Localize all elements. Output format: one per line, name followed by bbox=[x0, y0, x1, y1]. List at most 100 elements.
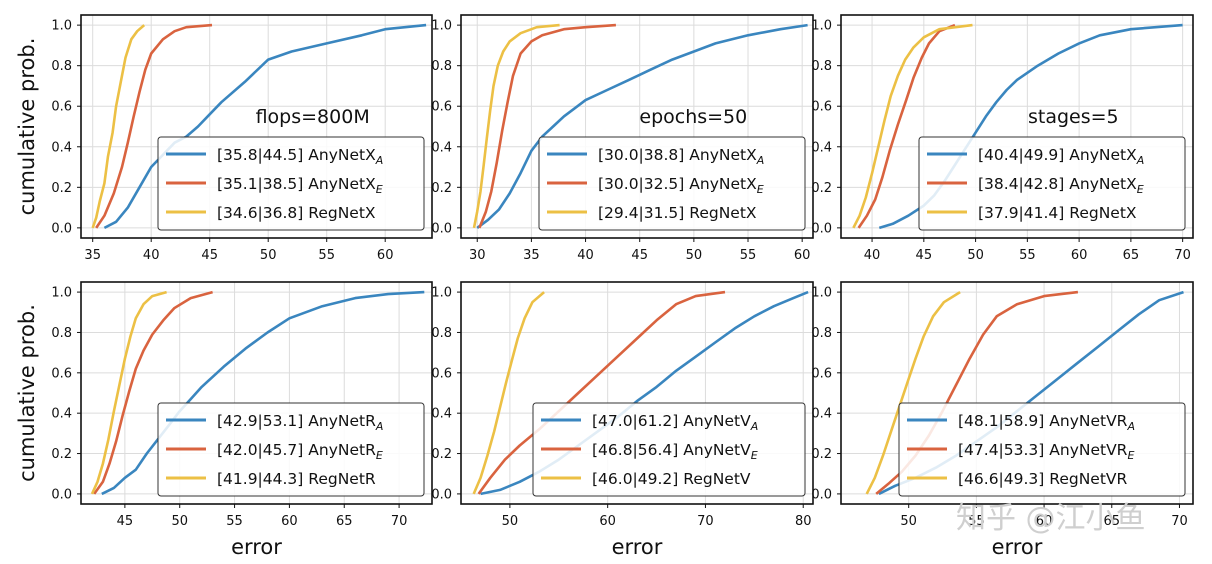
legend: [48.1|58.9] AnyNetVRA [47.4|53.3] AnyNetV… bbox=[898, 402, 1186, 497]
y-tick-label: 0.8 bbox=[811, 326, 832, 341]
series-line-anynetr-e bbox=[93, 290, 213, 495]
axes-frame bbox=[840, 14, 1194, 239]
x-tick-label: 65 bbox=[1123, 248, 1140, 263]
y-tick-label: 0.6 bbox=[431, 100, 452, 115]
panel-4: 45 50 55 60 65 70 0.0 0.2 0.4 0.6 0.8 1.0 cumulative… bbox=[15, 281, 433, 559]
x-tick-label: 30 bbox=[469, 248, 486, 263]
y-tick-label: 0.0 bbox=[51, 487, 72, 502]
series-line-regnetv bbox=[472, 291, 545, 495]
series-line-anynetx-a bbox=[476, 23, 808, 229]
panel-annotation: epochs=50 bbox=[639, 106, 747, 128]
series-line-anynetv-e bbox=[477, 290, 726, 495]
x-tick-label: 50 bbox=[502, 514, 519, 529]
legend-entry: [34.6|36.8] RegNetX bbox=[217, 204, 376, 222]
x-tick-label: 70 bbox=[697, 514, 714, 529]
series-line-anynetx-e bbox=[857, 23, 956, 229]
y-tick-label: 0.0 bbox=[51, 221, 72, 236]
y-tick-label: 0.0 bbox=[431, 487, 452, 502]
x-tick-label: 60 bbox=[1071, 248, 1088, 263]
legend-entry: [41.9|44.3] RegNetR bbox=[217, 470, 376, 488]
x-tick-label: 60 bbox=[794, 248, 811, 263]
legend-entry: [37.9|41.4] RegNetX bbox=[978, 204, 1137, 222]
x-axis-label: error bbox=[612, 535, 663, 559]
legend: [35.8|44.5] AnyNetXA [35.1|38.5] AnyNetXE… bbox=[157, 136, 425, 231]
legend-entry: [42.0|45.7] AnyNetRE bbox=[217, 441, 383, 462]
x-tick-label: 40 bbox=[864, 248, 881, 263]
x-tick-label: 50 bbox=[171, 514, 188, 529]
y-tick-label: 0.6 bbox=[431, 366, 452, 381]
series-line-regnetr bbox=[90, 290, 167, 495]
y-tick-label: 0.4 bbox=[811, 140, 832, 155]
panel-2: 30 35 40 45 50 55 60 0.0 0.2 0.4 0.6 0.8 1.0 epochs=5… bbox=[431, 14, 814, 263]
y-tick-label: 0.8 bbox=[431, 59, 452, 74]
x-tick-label: 55 bbox=[226, 514, 243, 529]
legend-box bbox=[157, 136, 425, 231]
x-tick-label: 55 bbox=[318, 248, 335, 263]
panel-3: 40 45 50 55 60 65 70 0.0 0.2 0.4 0.6 0.8 1.0 stages=5… bbox=[811, 14, 1194, 263]
y-tick-label: 1.0 bbox=[51, 19, 72, 34]
y-axis-label: cumulative prob. bbox=[15, 304, 39, 482]
x-tick-label: 45 bbox=[631, 248, 648, 263]
legend-box bbox=[538, 136, 806, 231]
series-line-regnetvr bbox=[865, 290, 961, 495]
series-line-anynetx-e bbox=[95, 23, 213, 229]
legend: [42.9|53.1] AnyNetRA [42.0|45.7] AnyNetRE… bbox=[157, 402, 425, 497]
y-tick-label: 1.0 bbox=[431, 286, 452, 301]
x-tick-label: 70 bbox=[1174, 248, 1191, 263]
legend-entry: [40.4|49.9] AnyNetXA bbox=[978, 146, 1144, 167]
legend-entry: [35.8|44.5] AnyNetXA bbox=[217, 146, 383, 167]
panels: 35 40 45 50 55 600.00.20.40.60.81.0cumulative… bbox=[15, 14, 1194, 559]
y-tick-label: 0.8 bbox=[51, 326, 72, 341]
legend-box bbox=[898, 402, 1186, 497]
y-tick-label: 0.4 bbox=[811, 407, 832, 422]
series-line-anynetx-a bbox=[103, 23, 427, 230]
legend-entry: [30.0|32.5] AnyNetXE bbox=[598, 175, 764, 196]
legend-entry: [46.6|49.3] RegNetVR bbox=[958, 470, 1128, 488]
x-tick-label: 55 bbox=[968, 514, 985, 529]
x-tick-label: 45 bbox=[916, 248, 933, 263]
x-tick-label: 60 bbox=[377, 248, 394, 263]
x-tick-label: 60 bbox=[281, 514, 298, 529]
x-tick-label: 65 bbox=[1103, 514, 1120, 529]
x-tick-label: 80 bbox=[795, 514, 812, 529]
panel-annotation: stages=5 bbox=[1028, 106, 1119, 128]
axes-frame bbox=[460, 281, 814, 505]
legend-entry: [47.0|61.2] AnyNetVA bbox=[592, 412, 758, 433]
x-tick-label: 45 bbox=[201, 248, 218, 263]
panel-1: 35 40 45 50 55 60 0.0 0.2 0.4 0.6 0.8 1.0 cumulative… bbox=[15, 14, 433, 263]
legend-entry: [29.4|31.5] RegNetX bbox=[598, 204, 757, 222]
y-tick-label: 0.4 bbox=[51, 140, 72, 155]
y-tick-label: 0.2 bbox=[431, 447, 452, 462]
watermark: 知乎 @江小鱼 bbox=[956, 501, 1146, 536]
y-tick-label: 1.0 bbox=[811, 19, 832, 34]
x-tick-label: 50 bbox=[260, 248, 277, 263]
series-line-anynetx-e bbox=[478, 23, 616, 229]
y-tick-label: 0.0 bbox=[431, 221, 452, 236]
legend-entry: [48.1|58.9] AnyNetVRA bbox=[958, 412, 1135, 433]
x-tick-label: 50 bbox=[900, 514, 917, 529]
x-tick-label: 70 bbox=[1171, 514, 1188, 529]
y-tick-label: 0.2 bbox=[811, 447, 832, 462]
y-tick-label: 0.8 bbox=[811, 59, 832, 74]
x-tick-label: 60 bbox=[1036, 514, 1053, 529]
legend-entry: [30.0|38.8] AnyNetXA bbox=[598, 146, 764, 167]
y-tick-label: 0.8 bbox=[431, 326, 452, 341]
y-tick-label: 0.6 bbox=[51, 100, 72, 115]
axes-frame bbox=[80, 14, 433, 239]
legend: [40.4|49.9] AnyNetXA [38.4|42.8] AnyNetXE… bbox=[918, 136, 1186, 231]
y-tick-label: 0.2 bbox=[811, 181, 832, 196]
legend: [47.0|61.2] AnyNetVA [46.8|56.4] AnyNetVE… bbox=[532, 402, 806, 497]
x-tick-label: 40 bbox=[577, 248, 594, 263]
y-tick-label: 0.2 bbox=[51, 181, 72, 196]
legend-entry: [47.4|53.3] AnyNetVRE bbox=[958, 441, 1134, 462]
y-tick-label: 0.2 bbox=[51, 447, 72, 462]
y-axis-label: cumulative prob. bbox=[15, 38, 39, 216]
x-tick-label: 50 bbox=[967, 248, 984, 263]
y-tick-label: 1.0 bbox=[811, 286, 832, 301]
x-tick-label: 70 bbox=[391, 514, 408, 529]
y-tick-label: 0.6 bbox=[811, 100, 832, 115]
y-tick-label: 0.0 bbox=[811, 221, 832, 236]
y-tick-label: 1.0 bbox=[51, 286, 72, 301]
y-tick-label: 1.0 bbox=[431, 19, 452, 34]
